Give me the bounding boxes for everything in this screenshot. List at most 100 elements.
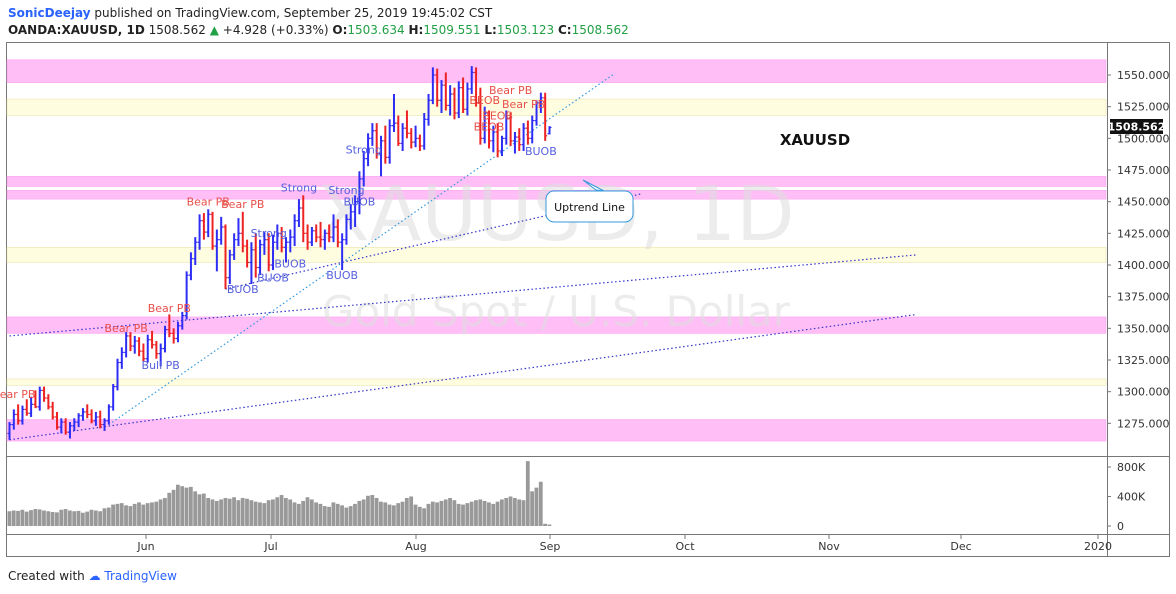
volume-bar	[404, 497, 409, 526]
down-bar	[55, 411, 60, 430]
chart-frame	[6, 42, 1170, 557]
up-bar	[348, 204, 353, 230]
volume-bar	[413, 504, 418, 526]
volume-bar	[296, 503, 301, 526]
down-bar	[495, 123, 500, 158]
volume-bar	[93, 510, 98, 526]
resistance-zone	[6, 316, 1107, 334]
minor-zone	[6, 378, 1107, 386]
up-bar	[236, 218, 241, 246]
volume-bar	[469, 501, 474, 526]
down-bar	[240, 211, 245, 253]
down-bar	[167, 314, 172, 338]
volume-bar	[106, 507, 111, 526]
up-bar	[491, 125, 496, 153]
volume-bar	[98, 511, 103, 526]
price-tag-text: 1508.562	[1108, 121, 1166, 134]
volume-bar	[283, 497, 288, 526]
zones	[6, 59, 1107, 442]
volume-bar	[279, 495, 284, 526]
volume-bar	[271, 499, 275, 526]
symbol-label: XAUUSD	[780, 131, 850, 149]
annotation-label: Strong	[346, 144, 382, 157]
tradingview-brand[interactable]: TradingView	[104, 569, 177, 583]
annotation-label: Bear PB	[0, 388, 35, 401]
volume-bar	[145, 503, 150, 526]
annotation-label: Strong	[328, 184, 364, 197]
annotation-label: BEOB	[482, 109, 513, 122]
time-axis[interactable]: Jun Jul Aug Sep Oct Nov Dec 2020	[136, 534, 1112, 553]
volume-bar	[309, 499, 314, 526]
annotation-label: BUOB	[344, 195, 376, 208]
time-tick-label: Jun	[136, 540, 154, 553]
down-bar	[253, 233, 258, 278]
price-tick-label: 1300.000	[1117, 386, 1170, 399]
up-bar	[262, 232, 267, 255]
price-axis[interactable]: 1550.000 1525.000 1500.000 1475.000 1450.000…	[1107, 69, 1170, 430]
price-tick-label: 1325.000	[1117, 354, 1170, 367]
up-bar	[163, 325, 168, 353]
up-bar	[184, 271, 189, 320]
volume-bar	[482, 500, 487, 526]
up-bar	[439, 80, 444, 113]
up-bar	[232, 233, 237, 260]
up-bar	[344, 214, 349, 245]
down-bar	[487, 110, 492, 149]
up-bar	[366, 133, 371, 167]
annotation-label: Bear PB	[221, 198, 264, 211]
volume-bar	[322, 506, 327, 526]
price-tick-label: 1550.000	[1117, 69, 1170, 82]
volume-bar	[534, 487, 539, 526]
up-bar	[530, 115, 535, 144]
volume-bar	[348, 506, 353, 526]
high-value: 1509.551	[423, 23, 481, 37]
volume-bar	[128, 506, 133, 526]
volume-bar	[387, 504, 392, 526]
volume-bar	[495, 501, 500, 526]
volume-bar	[430, 501, 435, 526]
up-bar	[76, 413, 81, 428]
up-bar	[292, 214, 297, 246]
up-bar	[72, 418, 77, 431]
volume-bar	[50, 511, 55, 526]
time-tick-label: Aug	[405, 540, 426, 553]
up-bar	[357, 171, 362, 215]
down-bar	[33, 390, 38, 409]
up-bar	[547, 126, 552, 135]
volume-bar	[266, 500, 271, 526]
up-bar	[7, 422, 12, 440]
volume-bar	[366, 495, 370, 526]
price-tick-label: 1350.000	[1117, 322, 1170, 335]
volume-bar	[11, 510, 16, 526]
down-bar	[318, 221, 323, 248]
up-bar	[283, 237, 288, 263]
down-bar	[435, 68, 440, 107]
volume-bar	[521, 500, 526, 526]
up-bar	[11, 409, 16, 430]
volume-bar	[188, 486, 193, 526]
resistance-zone	[6, 59, 1107, 83]
annotation-label: Bear PB	[502, 98, 545, 111]
down-bar	[150, 330, 155, 349]
down-bar	[409, 128, 414, 149]
up-bar	[422, 113, 427, 150]
volume-bar	[525, 461, 530, 526]
volume-bar	[383, 502, 388, 526]
down-bar	[383, 125, 388, 164]
down-bar	[210, 211, 215, 250]
price-tick-label: 1475.000	[1117, 164, 1170, 177]
down-bar	[374, 123, 379, 159]
volume-bar	[201, 493, 206, 526]
time-tick-label: Sep	[540, 540, 561, 553]
up-bar	[391, 94, 396, 132]
up-bar	[37, 386, 42, 411]
price-tag-bg	[1110, 119, 1163, 134]
author-link[interactable]: SonicDeejay	[8, 6, 91, 20]
volume-bar	[167, 492, 172, 526]
callout: Uptrend Line	[545, 179, 634, 223]
trend-lines	[9, 73, 917, 441]
down-bar	[24, 399, 29, 416]
up-bar	[370, 123, 375, 146]
volume-bar	[517, 499, 522, 526]
